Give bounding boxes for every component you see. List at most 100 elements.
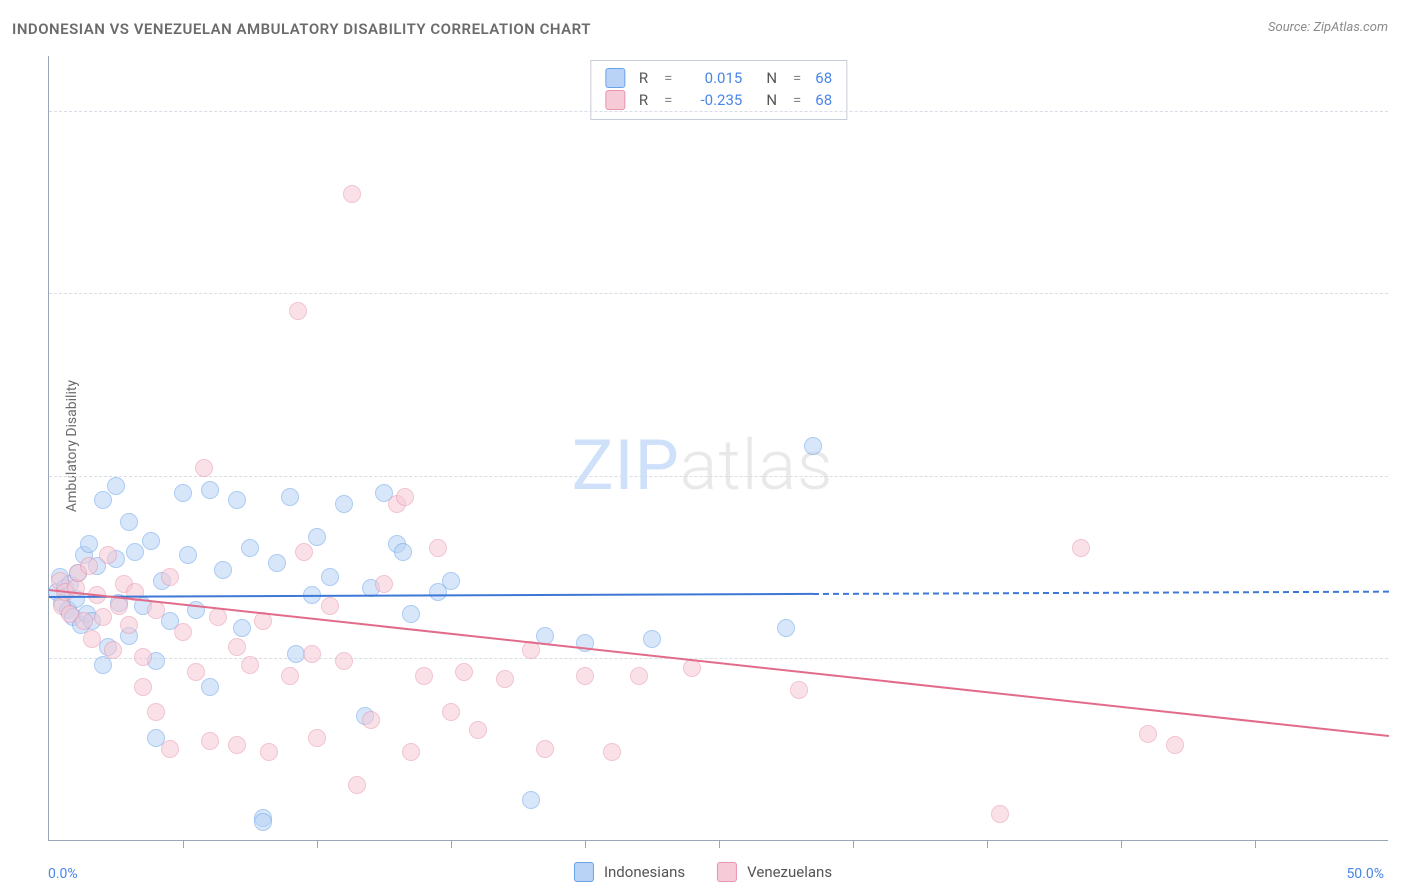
scatter-point: [120, 616, 138, 634]
scatter-point: [80, 535, 98, 553]
scatter-point: [1139, 725, 1157, 743]
gridline: [49, 293, 1388, 294]
legend-label: Venezuelans: [747, 863, 832, 881]
scatter-point: [83, 630, 101, 648]
scatter-point: [335, 652, 353, 670]
legend-label: Indonesians: [604, 863, 685, 881]
scatter-point: [228, 638, 246, 656]
scatter-point: [174, 623, 192, 641]
scatter-point: [94, 491, 112, 509]
scatter-point: [179, 546, 197, 564]
chart-title: INDONESIAN VS VENEZUELAN AMBULATORY DISA…: [12, 20, 591, 38]
equals-sign: =: [664, 67, 672, 89]
scatter-point: [110, 597, 128, 615]
scatter-point: [683, 659, 701, 677]
scatter-point: [991, 805, 1009, 823]
x-tick: [183, 840, 184, 848]
source-prefix: Source:: [1268, 20, 1313, 35]
legend-item: Venezuelans: [717, 862, 832, 882]
y-tick-label: 10.0%: [1392, 468, 1406, 484]
x-axis-min-label: 0.0%: [48, 866, 78, 882]
y-tick-label: 5.0%: [1392, 650, 1406, 666]
scatter-point: [396, 488, 414, 506]
scatter-point: [228, 491, 246, 509]
x-tick: [1255, 840, 1256, 848]
scatter-point: [777, 619, 795, 637]
scatter-point: [268, 554, 286, 572]
trend-line-extrapolated: [813, 591, 1389, 595]
scatter-point: [1072, 539, 1090, 557]
scatter-point: [233, 619, 251, 637]
source-name: ZipAtlas.com: [1313, 20, 1388, 35]
n-value: 68: [815, 67, 832, 89]
plot-area: ZIPatlas R=0.015N=68R=-0.235N=68 5.0%10.…: [48, 56, 1388, 841]
scatter-point: [402, 605, 420, 623]
scatter-point: [455, 663, 473, 681]
scatter-point: [107, 477, 125, 495]
scatter-point: [120, 513, 138, 531]
scatter-point: [576, 667, 594, 685]
scatter-point: [214, 561, 232, 579]
scatter-point: [790, 681, 808, 699]
gridline: [49, 476, 1388, 477]
r-label: R: [639, 89, 648, 111]
scatter-point: [80, 557, 98, 575]
scatter-point: [335, 495, 353, 513]
scatter-point: [295, 543, 313, 561]
scatter-point: [134, 648, 152, 666]
series-swatch: [574, 862, 594, 882]
gridline: [49, 111, 1388, 112]
scatter-point: [260, 743, 278, 761]
scatter-point: [308, 528, 326, 546]
series-swatch: [605, 68, 625, 88]
scatter-point: [201, 481, 219, 499]
x-tick: [719, 840, 720, 848]
equals-sign: =: [793, 67, 801, 89]
equals-sign: =: [793, 89, 801, 111]
scatter-point: [469, 721, 487, 739]
n-label: N: [766, 89, 777, 111]
scatter-point: [375, 575, 393, 593]
x-axis-max-label: 50.0%: [1346, 866, 1384, 882]
scatter-point: [536, 740, 554, 758]
scatter-point: [442, 703, 460, 721]
scatter-point: [630, 667, 648, 685]
scatter-point: [496, 670, 514, 688]
stats-row: R=0.015N=68: [605, 67, 832, 89]
scatter-point: [321, 568, 339, 586]
scatter-point: [289, 302, 307, 320]
scatter-point: [147, 601, 165, 619]
scatter-point: [161, 568, 179, 586]
scatter-point: [394, 543, 412, 561]
scatter-point: [281, 488, 299, 506]
scatter-point: [281, 667, 299, 685]
series-swatch: [605, 90, 625, 110]
legend-item: Indonesians: [574, 862, 685, 882]
scatter-point: [804, 437, 822, 455]
watermark-part1: ZIP: [572, 425, 680, 507]
watermark: ZIPatlas: [572, 425, 834, 507]
scatter-point: [187, 663, 205, 681]
scatter-point: [75, 612, 93, 630]
y-tick-label: 20.0%: [1392, 103, 1406, 119]
scatter-point: [402, 743, 420, 761]
stats-row: R=-0.235N=68: [605, 89, 832, 111]
scatter-point: [241, 539, 259, 557]
scatter-point: [174, 484, 192, 502]
scatter-point: [209, 608, 227, 626]
scatter-point: [1166, 736, 1184, 754]
scatter-point: [415, 667, 433, 685]
scatter-point: [321, 597, 339, 615]
scatter-point: [201, 678, 219, 696]
series-legend: Indonesians Venezuelans: [574, 862, 832, 882]
scatter-point: [104, 641, 122, 659]
series-swatch: [717, 862, 737, 882]
scatter-point: [343, 185, 361, 203]
chart-container: INDONESIAN VS VENEZUELAN AMBULATORY DISA…: [0, 0, 1406, 892]
scatter-point: [99, 546, 117, 564]
scatter-point: [241, 656, 259, 674]
scatter-point: [308, 729, 326, 747]
scatter-point: [161, 740, 179, 758]
scatter-point: [195, 459, 213, 477]
x-tick: [1121, 840, 1122, 848]
